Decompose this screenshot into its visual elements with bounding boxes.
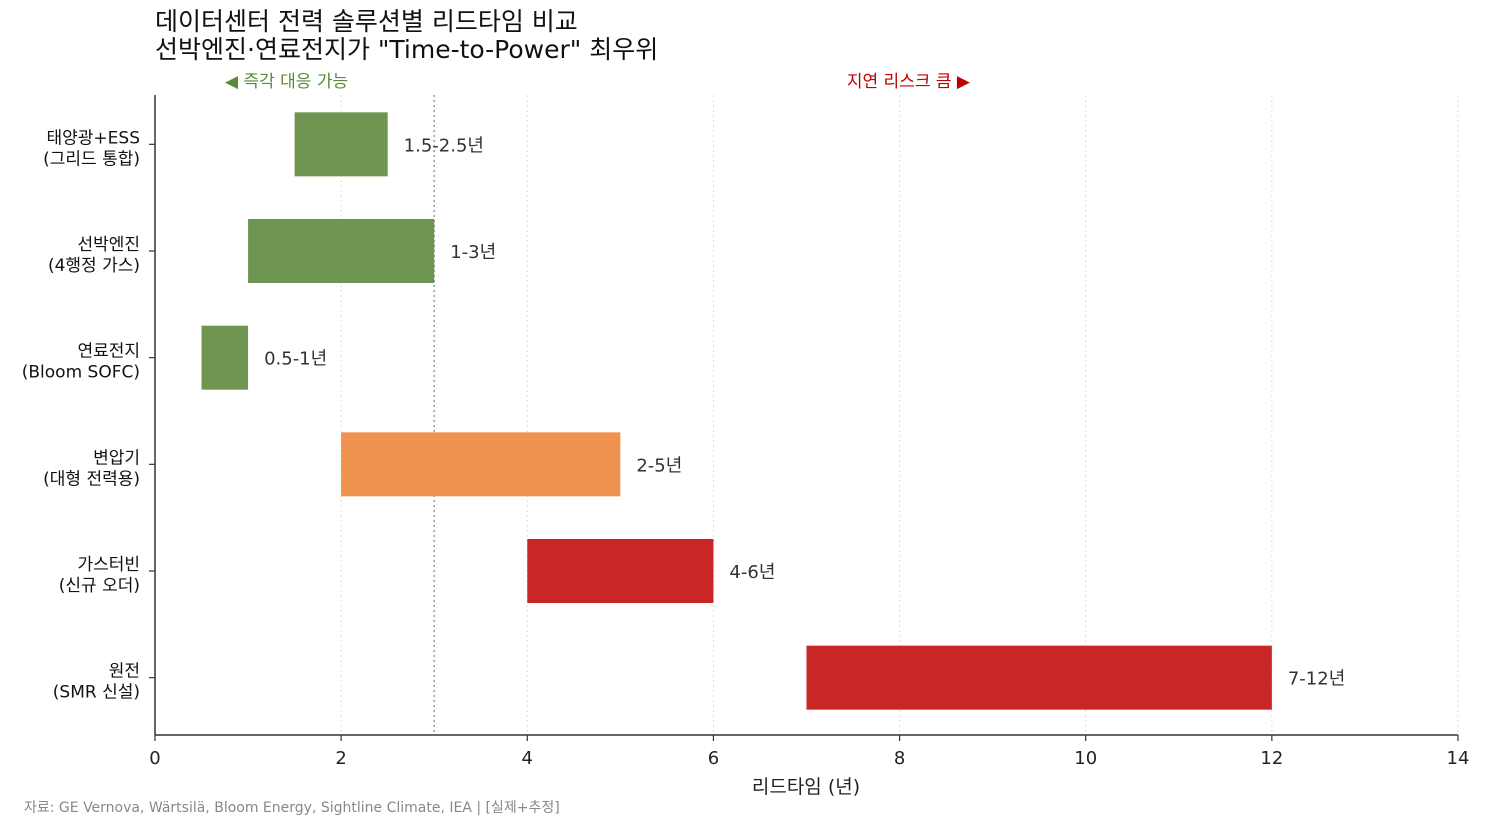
bar bbox=[294, 112, 388, 177]
x-tick-label: 6 bbox=[708, 748, 719, 769]
bar bbox=[201, 325, 249, 390]
x-ticks: 0 2 4 6 8 10 12 14 bbox=[149, 735, 1469, 769]
bar bbox=[806, 645, 1272, 710]
bar-label: 2-5년 bbox=[636, 455, 682, 476]
x-tick-label: 14 bbox=[1447, 748, 1470, 769]
bar-label: 0.5-1년 bbox=[264, 349, 327, 370]
category-sublabel: (SMR 신설) bbox=[53, 683, 140, 703]
x-tick-label: 2 bbox=[335, 748, 346, 769]
category-label: 태양광+ESS bbox=[47, 128, 141, 148]
annotation-right: 지연 리스크 큼 ▶ bbox=[847, 72, 971, 92]
category-sublabel: (대형 전력용) bbox=[43, 469, 140, 489]
category-sublabel: (4행정 가스) bbox=[48, 256, 140, 276]
bar bbox=[248, 219, 435, 283]
chart-subtitle: 선박엔진·연료전지가 "Time-to-Power" 최우위 bbox=[155, 35, 658, 64]
category-label: 변압기 bbox=[93, 448, 140, 468]
source-note: 자료: GE Vernova, Wärtsilä, Bloom Energy, … bbox=[24, 800, 560, 816]
bar-label: 7-12년 bbox=[1288, 669, 1345, 690]
category-label: 선박엔진 bbox=[77, 235, 140, 255]
x-tick-label: 10 bbox=[1074, 748, 1097, 769]
bars: 1.5-2.5년 1-3년 0.5-1년 2-5년 4-6년 7-12년 bbox=[201, 112, 1345, 710]
bar-label: 4-6년 bbox=[729, 562, 775, 583]
category-label: 연료전지 bbox=[77, 342, 140, 362]
x-tick-label: 8 bbox=[894, 748, 905, 769]
category-sublabel: (Bloom SOFC) bbox=[22, 363, 140, 383]
x-tick-label: 0 bbox=[149, 748, 160, 769]
x-axis-label: 리드타임 (년) bbox=[752, 776, 860, 798]
bar-label: 1-3년 bbox=[450, 242, 496, 263]
chart-title: 데이터센터 전력 솔루션별 리드타임 비교 bbox=[155, 7, 578, 36]
x-tick-label: 4 bbox=[522, 748, 533, 769]
category-label: 가스터빈 bbox=[77, 555, 140, 575]
y-labels: 태양광+ESS(그리드 통합) 선박엔진(4행정 가스) 연료전지(Bloom SO… bbox=[22, 128, 155, 703]
bar bbox=[341, 432, 621, 497]
category-label: 원전 bbox=[109, 662, 140, 682]
annotation-left: ◀ 즉각 대응 가능 bbox=[225, 72, 348, 92]
x-tick-label: 12 bbox=[1260, 748, 1283, 769]
category-sublabel: (신규 오더) bbox=[59, 576, 140, 596]
bar bbox=[527, 539, 714, 603]
bar-label: 1.5-2.5년 bbox=[404, 135, 484, 156]
grid-lines bbox=[340, 95, 1459, 735]
category-sublabel: (그리드 통합) bbox=[43, 149, 140, 169]
